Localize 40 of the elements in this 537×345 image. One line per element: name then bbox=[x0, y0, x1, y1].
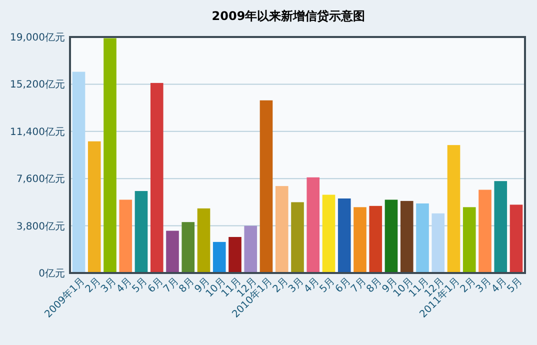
bar bbox=[260, 100, 273, 273]
bar bbox=[400, 200, 414, 273]
chart-title: 2009年以来新增信贷示意图 bbox=[212, 9, 366, 23]
bar bbox=[291, 202, 304, 273]
bar bbox=[72, 72, 86, 273]
bar bbox=[494, 181, 508, 273]
bar bbox=[150, 82, 164, 273]
bar bbox=[275, 186, 288, 273]
y-tick-label: 7,600亿元 bbox=[16, 174, 65, 186]
x-tick-label: 3月 bbox=[286, 276, 306, 296]
bar bbox=[197, 208, 210, 273]
bar bbox=[104, 38, 116, 273]
y-tick-label: 19,000亿元 bbox=[10, 32, 65, 44]
bar bbox=[432, 213, 445, 273]
bar bbox=[88, 141, 101, 273]
bar bbox=[182, 222, 195, 273]
x-tick-label: 3月 bbox=[99, 276, 119, 296]
bar bbox=[134, 191, 148, 273]
bar bbox=[384, 200, 398, 273]
bar bbox=[478, 190, 492, 273]
bar bbox=[338, 198, 351, 273]
bar bbox=[244, 226, 258, 273]
y-tick-label: 3,800亿元 bbox=[16, 221, 65, 232]
bar bbox=[369, 206, 382, 273]
y-tick-label: 15,200亿元 bbox=[10, 80, 65, 91]
x-tick-label: 3月 bbox=[474, 276, 494, 296]
bar bbox=[212, 242, 226, 273]
bar bbox=[119, 200, 132, 273]
bar bbox=[166, 230, 179, 273]
y-tick-label: 0亿元 bbox=[38, 268, 65, 280]
bar bbox=[228, 236, 242, 273]
bar bbox=[306, 177, 320, 273]
bar bbox=[322, 194, 336, 273]
x-tick-label: 5月 bbox=[505, 276, 525, 296]
bar bbox=[462, 207, 476, 273]
bar bbox=[354, 207, 366, 273]
bar bbox=[510, 204, 523, 273]
bar bbox=[447, 145, 460, 273]
y-tick-label: 11,400亿元 bbox=[10, 126, 65, 138]
bar bbox=[416, 203, 429, 273]
